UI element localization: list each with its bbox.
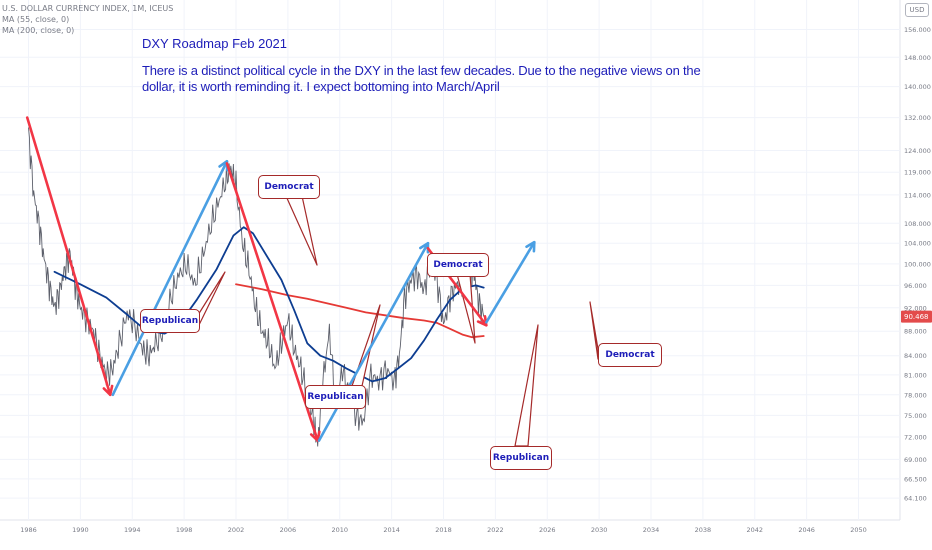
y-tick-label: 72.000 (904, 433, 927, 441)
y-tick-label: 132.000 (904, 114, 931, 122)
ma-55-layer (53, 226, 485, 383)
callout-republican-1[interactable]: Republican (140, 309, 200, 333)
y-tick-label: 108.000 (904, 220, 931, 228)
x-tick-label: 2006 (280, 526, 297, 534)
currency-button[interactable]: USD (905, 3, 929, 17)
arrow-head (102, 384, 114, 397)
y-tick-label: 88.000 (904, 328, 927, 336)
price-axis[interactable]: 64.100 66.500 69.000 72.000 75.000 78.000 81.0… (904, 26, 931, 503)
y-tick-label: 64.100 (904, 495, 927, 503)
ma-200-layer (235, 283, 485, 339)
last-price-badge (901, 310, 932, 323)
arrow-shaft (25, 116, 112, 397)
legend-symbol[interactable]: U.S. DOLLAR CURRENCY INDEX, 1M, ICEUS (2, 4, 174, 13)
callout-pointer (285, 195, 318, 266)
y-tick-label: 114.000 (904, 191, 931, 199)
callout-democrat-1[interactable]: Democrat (258, 175, 320, 199)
x-tick-label: 1990 (72, 526, 89, 534)
callout-republican-3[interactable]: Republican (490, 446, 552, 470)
last-price-value: 90.468 (904, 313, 929, 321)
y-tick-label: 96.000 (904, 282, 927, 290)
y-tick-label: 156.000 (904, 26, 931, 34)
y-tick-label: 119.000 (904, 169, 931, 177)
legend-ma-55[interactable]: MA (55, close, 0) (2, 15, 70, 24)
y-tick-label: 148.000 (904, 54, 931, 62)
y-tick-label: 78.000 (904, 391, 927, 399)
time-axis[interactable]: 1986 1990 1994 1998 2002 2006 2010 2014 2018 2022… (20, 526, 867, 534)
legend-ma-200[interactable]: MA (200, close, 0) (2, 26, 75, 35)
x-tick-label: 2046 (798, 526, 815, 534)
x-tick-label: 2002 (228, 526, 245, 534)
ma-55-line (53, 226, 485, 383)
callout-democrat-2[interactable]: Democrat (427, 253, 489, 277)
callout-connectors (197, 195, 599, 447)
x-tick-label: 2010 (331, 526, 348, 534)
x-tick-label: 2018 (435, 526, 452, 534)
y-tick-label: 81.000 (904, 371, 927, 379)
callout-pointer (197, 271, 226, 328)
callout-democrat-3[interactable]: Democrat (598, 343, 662, 367)
annotation-title: DXY Roadmap Feb 2021 (142, 36, 288, 51)
y-tick-label: 75.000 (904, 412, 927, 420)
arrow-shaft (111, 159, 229, 397)
cycle-arrow-democrat (317, 241, 430, 442)
x-tick-label: 2014 (383, 526, 400, 534)
x-tick-label: 2050 (850, 526, 867, 534)
x-tick-label: 2030 (591, 526, 608, 534)
cycle-arrow-democrat (485, 240, 536, 324)
y-tick-label: 92.000 (904, 304, 927, 312)
last-price-label: 90.468 (901, 310, 932, 323)
cycle-arrows (25, 116, 536, 442)
x-tick-label: 2026 (539, 526, 556, 534)
arrow-head (525, 240, 536, 253)
y-tick-label: 84.000 (904, 352, 927, 360)
x-tick-label: 2042 (746, 526, 763, 534)
x-tick-label: 2034 (643, 526, 660, 534)
y-tick-label: 69.000 (904, 456, 927, 464)
x-tick-label: 2022 (487, 526, 504, 534)
callout-pointer (589, 301, 599, 360)
y-tick-label: 140.000 (904, 83, 931, 91)
arrow-shaft (317, 241, 430, 442)
x-tick-label: 1994 (124, 526, 141, 534)
arrow-head (476, 315, 488, 327)
chart-legend: U.S. DOLLAR CURRENCY INDEX, 1M, ICEUS MA… (2, 3, 173, 36)
cycle-arrow-republican (25, 116, 114, 397)
y-tick-label: 104.000 (904, 240, 931, 248)
callout-republican-2[interactable]: Republican (305, 385, 366, 409)
arrow-shaft (485, 240, 536, 324)
x-tick-label: 2038 (695, 526, 712, 534)
annotation-body: There is a distinct political cycle in t… (142, 63, 701, 94)
y-tick-label: 100.000 (904, 260, 931, 268)
price-line (28, 127, 485, 447)
ma-200-line (235, 283, 485, 339)
x-tick-label: 1998 (176, 526, 193, 534)
x-tick-label: 1986 (20, 526, 37, 534)
y-tick-label: 66.500 (904, 475, 927, 483)
price-layer (28, 127, 485, 447)
y-tick-label: 124.000 (904, 147, 931, 155)
arrow-shaft (225, 162, 320, 442)
callout-pointer (514, 324, 539, 447)
